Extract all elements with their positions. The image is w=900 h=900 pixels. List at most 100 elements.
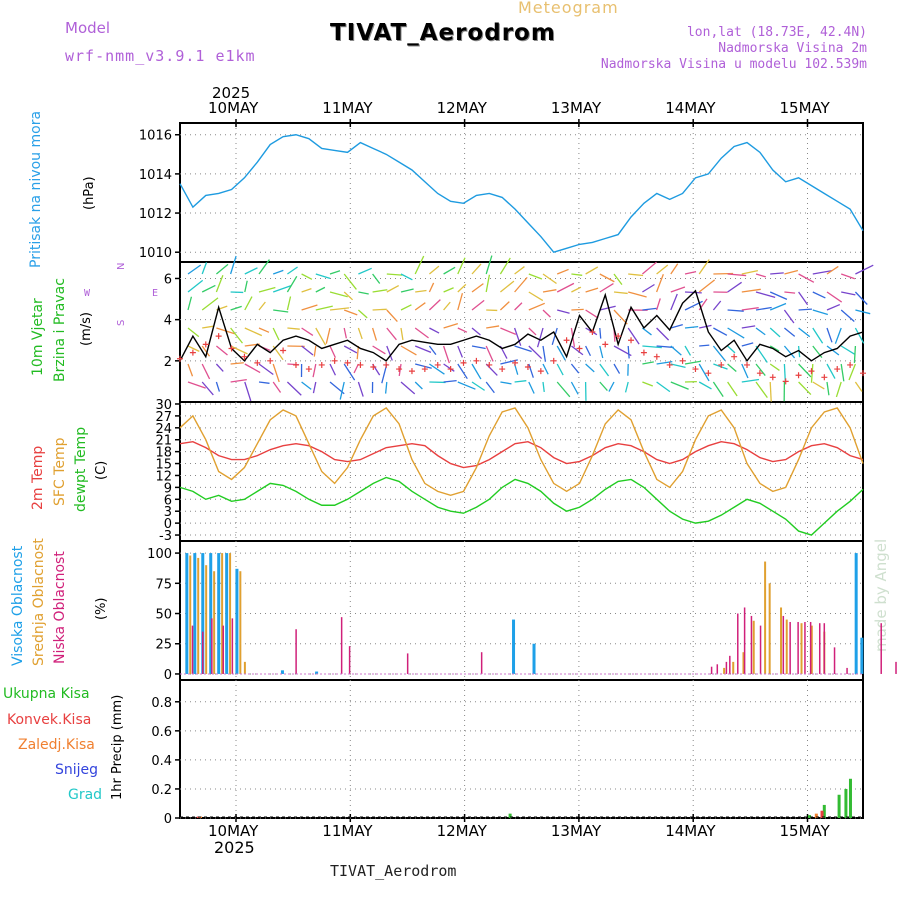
wind-arrow <box>428 265 440 275</box>
wind-arrow <box>769 381 772 402</box>
wind-arrow <box>755 381 768 398</box>
cloud-high-bar <box>512 619 516 674</box>
wind-arrow <box>486 325 500 329</box>
bottom-day-label: 13MAY <box>550 822 602 840</box>
wind-gust-marker <box>769 374 776 381</box>
wind-arrow <box>670 286 686 293</box>
cloud-mid-bar <box>732 661 735 674</box>
wind-arrow <box>329 363 337 376</box>
wind-arrow <box>556 381 571 398</box>
wind-arrow <box>713 363 728 370</box>
wind-arrow <box>784 291 796 294</box>
wind-arrow <box>571 273 583 276</box>
wind-arrow <box>769 291 788 300</box>
wind-arrow <box>769 302 787 311</box>
wind-gust-marker <box>370 364 377 370</box>
wind-arrow <box>343 345 358 354</box>
panel-frame <box>179 679 864 819</box>
wind-arrow <box>457 327 468 333</box>
cloud-high-bar <box>854 553 858 674</box>
cloud-mid-bar <box>768 583 771 674</box>
wind-arrow <box>741 325 756 329</box>
wind-arrow <box>358 291 369 295</box>
cloud-mid-bar <box>780 607 783 674</box>
wind-gust-marker <box>834 366 841 373</box>
wind-arrow <box>443 301 451 311</box>
wind-arrow <box>287 266 298 275</box>
wind-arrow <box>826 265 839 275</box>
wind-arrow <box>812 381 825 390</box>
cloud-low-bar <box>797 621 799 674</box>
wind-arrow <box>854 327 865 344</box>
wind-arrow <box>471 283 484 293</box>
wind-arrow <box>542 381 545 393</box>
wind-arrow <box>684 270 697 275</box>
wind-arrow <box>853 345 857 363</box>
wind-arrow <box>400 288 414 293</box>
wind-arrow <box>770 272 784 275</box>
wind-arrow <box>783 309 795 324</box>
wind-arrow <box>698 363 710 382</box>
t2m-line <box>179 440 864 469</box>
wind-arrow <box>443 363 455 372</box>
cloud-low-bar <box>880 623 882 674</box>
precip-total-bar <box>508 813 512 818</box>
model-name: wrf-nmm_v3.9.1 e1km <box>65 47 256 65</box>
wind-arrow <box>372 308 387 311</box>
wind-arrow <box>471 381 485 391</box>
wind-arrow <box>325 327 331 344</box>
wind-arrow <box>286 381 302 396</box>
wind-gust-marker <box>718 361 725 368</box>
wind-arrow <box>528 381 535 394</box>
wind-arrow <box>457 345 463 358</box>
wind-arrow <box>642 283 655 293</box>
wind-arrow <box>755 291 776 298</box>
wind-arrow <box>656 327 670 341</box>
wind-gust-marker <box>821 374 828 381</box>
wind-arrow <box>684 325 699 329</box>
cloud-low-bar <box>222 625 225 674</box>
wind-ytick-label: 4 <box>164 314 172 329</box>
wind-arrow <box>810 363 814 383</box>
wind-gust-marker <box>860 370 866 377</box>
wind-arrow <box>442 345 450 364</box>
wind-arrow <box>784 269 799 275</box>
wind-arrow <box>201 345 211 357</box>
wind-arrow <box>556 282 575 293</box>
wind-arrow <box>812 345 823 359</box>
bottom-day-label: 15MAY <box>779 822 830 840</box>
wind-arrow <box>670 363 686 368</box>
wind-arrow <box>414 302 426 311</box>
temperature-ytick-label: 24 <box>155 422 172 437</box>
cloud-low-bar <box>211 618 213 674</box>
wind-arrow <box>783 363 786 381</box>
wind-arrow <box>826 363 836 379</box>
wind-arrow <box>655 274 664 293</box>
wind-arrow <box>301 381 312 390</box>
wind-arrow <box>187 296 193 311</box>
wind-arrow <box>429 363 445 375</box>
wind-arrow <box>840 273 856 280</box>
pressure-ytick-label: 1016 <box>139 129 172 144</box>
wind-gust-marker <box>177 355 183 362</box>
cloud-low-bar <box>833 647 836 674</box>
wind-arrow <box>215 363 224 372</box>
cloud-low-bar <box>823 623 826 674</box>
wind-arrow <box>187 381 206 389</box>
wind-arrow <box>428 299 441 311</box>
cloud-low-bar <box>759 625 762 674</box>
wind-arrow <box>343 273 357 290</box>
wind-arrow <box>599 305 616 311</box>
wind-arrow <box>655 298 661 311</box>
wind-arrow <box>244 267 258 275</box>
wind-arrow <box>258 381 270 384</box>
wind-arrow <box>855 264 874 275</box>
wind-arrow <box>400 304 412 311</box>
wind-arrow <box>386 284 400 293</box>
wind-arrow <box>485 363 498 376</box>
cloud-low-bar <box>743 607 746 674</box>
wind-gust-marker <box>292 361 299 368</box>
wind-arrow <box>201 363 211 380</box>
wind-arrow <box>514 266 525 275</box>
